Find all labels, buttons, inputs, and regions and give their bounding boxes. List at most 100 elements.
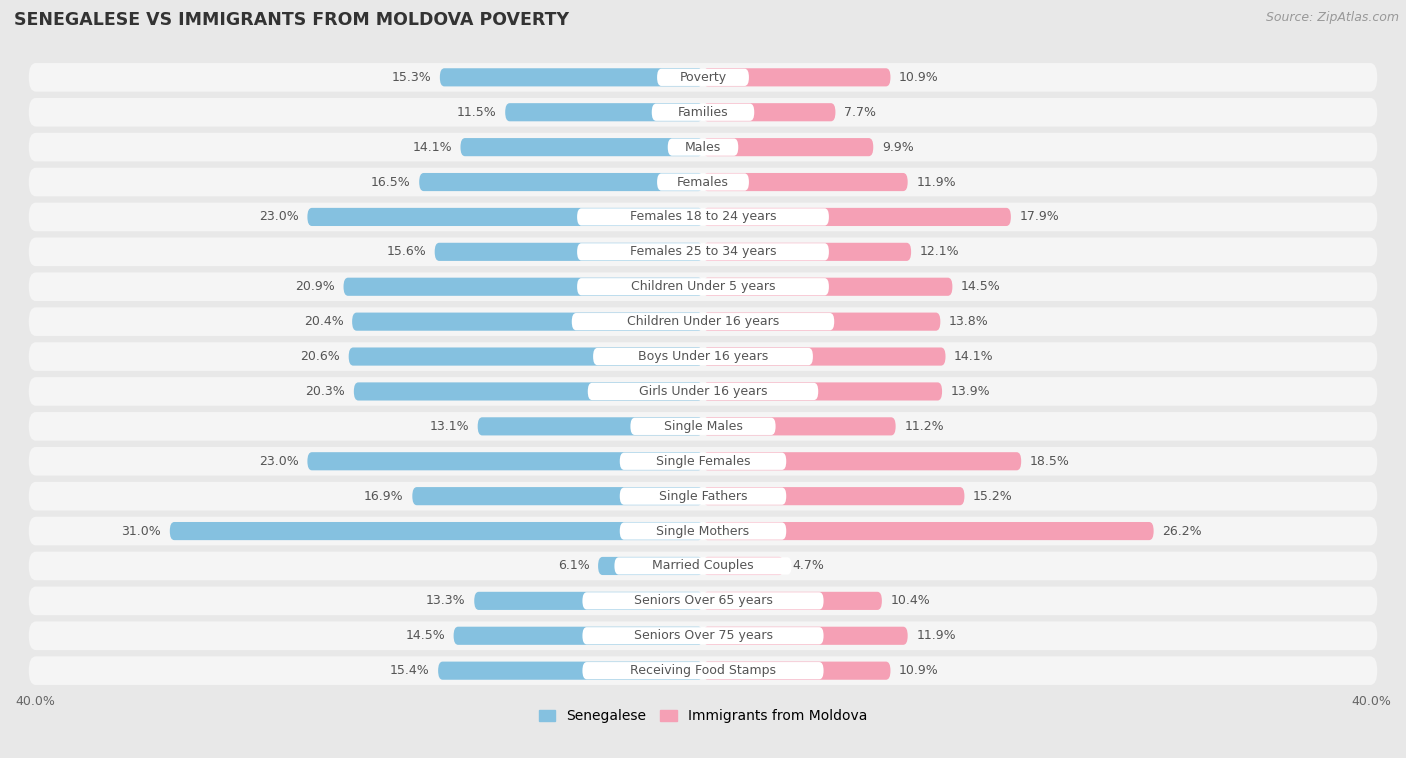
FancyBboxPatch shape — [620, 522, 786, 540]
FancyBboxPatch shape — [593, 348, 813, 365]
Text: Married Couples: Married Couples — [652, 559, 754, 572]
FancyBboxPatch shape — [28, 587, 1378, 615]
Text: 14.1%: 14.1% — [955, 350, 994, 363]
FancyBboxPatch shape — [630, 418, 776, 435]
FancyBboxPatch shape — [28, 307, 1378, 336]
Text: Children Under 5 years: Children Under 5 years — [631, 280, 775, 293]
Text: Single Mothers: Single Mothers — [657, 525, 749, 537]
FancyBboxPatch shape — [28, 377, 1378, 406]
FancyBboxPatch shape — [582, 662, 824, 679]
Text: 16.9%: 16.9% — [364, 490, 404, 503]
FancyBboxPatch shape — [505, 103, 703, 121]
FancyBboxPatch shape — [28, 202, 1378, 231]
Text: Females 25 to 34 years: Females 25 to 34 years — [630, 246, 776, 258]
Text: 23.0%: 23.0% — [259, 455, 299, 468]
FancyBboxPatch shape — [28, 447, 1378, 475]
Text: 12.1%: 12.1% — [920, 246, 959, 258]
FancyBboxPatch shape — [703, 627, 908, 645]
FancyBboxPatch shape — [703, 312, 941, 330]
FancyBboxPatch shape — [28, 98, 1378, 127]
FancyBboxPatch shape — [28, 552, 1378, 581]
Text: 11.2%: 11.2% — [904, 420, 943, 433]
FancyBboxPatch shape — [343, 277, 703, 296]
FancyBboxPatch shape — [28, 272, 1378, 301]
FancyBboxPatch shape — [354, 382, 703, 400]
Text: 13.3%: 13.3% — [426, 594, 465, 607]
FancyBboxPatch shape — [474, 592, 703, 610]
Text: Males: Males — [685, 141, 721, 154]
Text: 40.0%: 40.0% — [1351, 695, 1391, 708]
FancyBboxPatch shape — [28, 412, 1378, 440]
Text: 16.5%: 16.5% — [371, 176, 411, 189]
FancyBboxPatch shape — [703, 103, 835, 121]
FancyBboxPatch shape — [703, 522, 1154, 540]
Text: 13.1%: 13.1% — [429, 420, 470, 433]
Text: Single Females: Single Females — [655, 455, 751, 468]
FancyBboxPatch shape — [703, 453, 1021, 470]
Text: 18.5%: 18.5% — [1029, 455, 1070, 468]
Text: 11.9%: 11.9% — [917, 176, 956, 189]
FancyBboxPatch shape — [576, 208, 830, 226]
Text: 15.2%: 15.2% — [973, 490, 1012, 503]
FancyBboxPatch shape — [703, 592, 882, 610]
FancyBboxPatch shape — [352, 312, 703, 330]
FancyBboxPatch shape — [620, 453, 786, 470]
FancyBboxPatch shape — [703, 208, 1011, 226]
Text: 15.6%: 15.6% — [387, 246, 426, 258]
Text: Poverty: Poverty — [679, 70, 727, 84]
Text: Families: Families — [678, 105, 728, 119]
Text: 13.8%: 13.8% — [949, 315, 988, 328]
FancyBboxPatch shape — [657, 174, 749, 191]
Text: 17.9%: 17.9% — [1019, 211, 1059, 224]
FancyBboxPatch shape — [28, 343, 1378, 371]
FancyBboxPatch shape — [703, 347, 945, 365]
Text: Single Males: Single Males — [664, 420, 742, 433]
FancyBboxPatch shape — [170, 522, 703, 540]
FancyBboxPatch shape — [657, 69, 749, 86]
Text: 15.4%: 15.4% — [389, 664, 429, 677]
FancyBboxPatch shape — [28, 63, 1378, 92]
FancyBboxPatch shape — [28, 168, 1378, 196]
FancyBboxPatch shape — [461, 138, 703, 156]
FancyBboxPatch shape — [703, 487, 965, 506]
FancyBboxPatch shape — [703, 68, 890, 86]
FancyBboxPatch shape — [349, 347, 703, 365]
FancyBboxPatch shape — [668, 139, 738, 155]
Text: Girls Under 16 years: Girls Under 16 years — [638, 385, 768, 398]
FancyBboxPatch shape — [440, 68, 703, 86]
Text: 10.4%: 10.4% — [890, 594, 931, 607]
Text: 7.7%: 7.7% — [844, 105, 876, 119]
Text: Boys Under 16 years: Boys Under 16 years — [638, 350, 768, 363]
FancyBboxPatch shape — [582, 592, 824, 609]
FancyBboxPatch shape — [478, 418, 703, 435]
Text: 10.9%: 10.9% — [898, 664, 939, 677]
FancyBboxPatch shape — [588, 383, 818, 400]
Text: 20.4%: 20.4% — [304, 315, 343, 328]
Text: 26.2%: 26.2% — [1163, 525, 1202, 537]
Text: Receiving Food Stamps: Receiving Food Stamps — [630, 664, 776, 677]
Text: SENEGALESE VS IMMIGRANTS FROM MOLDOVA POVERTY: SENEGALESE VS IMMIGRANTS FROM MOLDOVA PO… — [14, 11, 569, 30]
Text: Seniors Over 75 years: Seniors Over 75 years — [634, 629, 772, 642]
FancyBboxPatch shape — [576, 243, 830, 261]
Text: 31.0%: 31.0% — [121, 525, 162, 537]
FancyBboxPatch shape — [703, 382, 942, 400]
FancyBboxPatch shape — [308, 208, 703, 226]
Text: 23.0%: 23.0% — [259, 211, 299, 224]
FancyBboxPatch shape — [434, 243, 703, 261]
FancyBboxPatch shape — [28, 133, 1378, 161]
Text: Children Under 16 years: Children Under 16 years — [627, 315, 779, 328]
FancyBboxPatch shape — [703, 243, 911, 261]
Text: 20.9%: 20.9% — [295, 280, 335, 293]
FancyBboxPatch shape — [28, 517, 1378, 545]
Text: 10.9%: 10.9% — [898, 70, 939, 84]
FancyBboxPatch shape — [598, 557, 703, 575]
Text: 4.7%: 4.7% — [793, 559, 824, 572]
FancyBboxPatch shape — [572, 313, 834, 330]
FancyBboxPatch shape — [308, 453, 703, 470]
Text: 14.1%: 14.1% — [412, 141, 451, 154]
Text: Females: Females — [678, 176, 728, 189]
FancyBboxPatch shape — [439, 662, 703, 680]
Text: Seniors Over 65 years: Seniors Over 65 years — [634, 594, 772, 607]
FancyBboxPatch shape — [28, 482, 1378, 510]
Text: Source: ZipAtlas.com: Source: ZipAtlas.com — [1265, 11, 1399, 24]
